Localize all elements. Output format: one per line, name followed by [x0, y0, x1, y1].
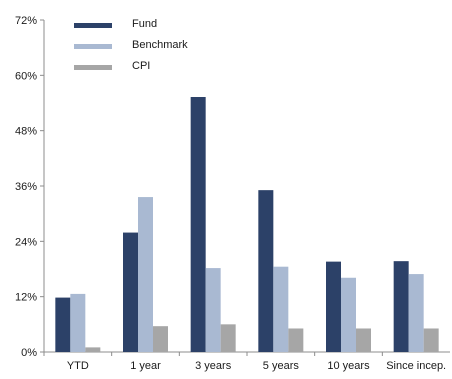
legend-swatch-fund [74, 23, 112, 28]
bar-fund-4 [326, 261, 341, 352]
bar-fund-0 [55, 297, 71, 352]
bar-cpi-2 [220, 324, 236, 352]
bar-marks [55, 97, 439, 352]
legend-label-fund: Fund [132, 18, 158, 30]
x-tick-label: YTD [67, 360, 89, 372]
y-tick-label: 48% [15, 126, 37, 138]
bar-fund-3 [258, 190, 274, 352]
bar-cpi-3 [288, 328, 304, 352]
legend-label-benchmark: Benchmark [132, 39, 188, 51]
x-axis-labels: YTD 1 year 3 years 5 years 10 years Since inc… [43, 352, 446, 372]
bar-benchmark-2 [205, 268, 221, 352]
x-tick-label: 10 years [327, 360, 370, 372]
x-tick-label: 5 years [263, 360, 300, 372]
bar-fund-1 [123, 232, 138, 352]
bar-benchmark-3 [273, 266, 289, 352]
bar-cpi-5 [423, 328, 439, 352]
bar-benchmark-1 [138, 197, 153, 352]
bar-fund-5 [393, 261, 409, 352]
x-tick-label: Since incep. [386, 360, 446, 372]
y-tick-label: 24% [15, 236, 37, 248]
bar-fund-2 [190, 97, 206, 352]
bar-cpi-4 [356, 328, 371, 352]
legend-label-cpi: CPI [132, 60, 151, 72]
bar-benchmark-0 [70, 293, 86, 352]
x-tick-label: 1 year [130, 360, 161, 372]
legend-swatch-cpi [74, 65, 112, 70]
y-tick-label: 72% [15, 15, 37, 27]
bar-benchmark-5 [408, 274, 424, 352]
y-tick-label: 60% [15, 70, 37, 82]
bar-benchmark-4 [341, 277, 356, 352]
x-tick-label: 3 years [195, 360, 232, 372]
y-axis-ticks: 0% 12% 24% 36% 48% 60% 72% [15, 15, 44, 359]
bar-cpi-0 [85, 347, 101, 352]
bar-cpi-1 [153, 326, 168, 352]
legend-swatch-benchmark [74, 44, 112, 49]
y-tick-label: 36% [15, 181, 37, 193]
y-tick-label: 12% [15, 292, 37, 304]
y-tick-label: 0% [21, 347, 37, 359]
